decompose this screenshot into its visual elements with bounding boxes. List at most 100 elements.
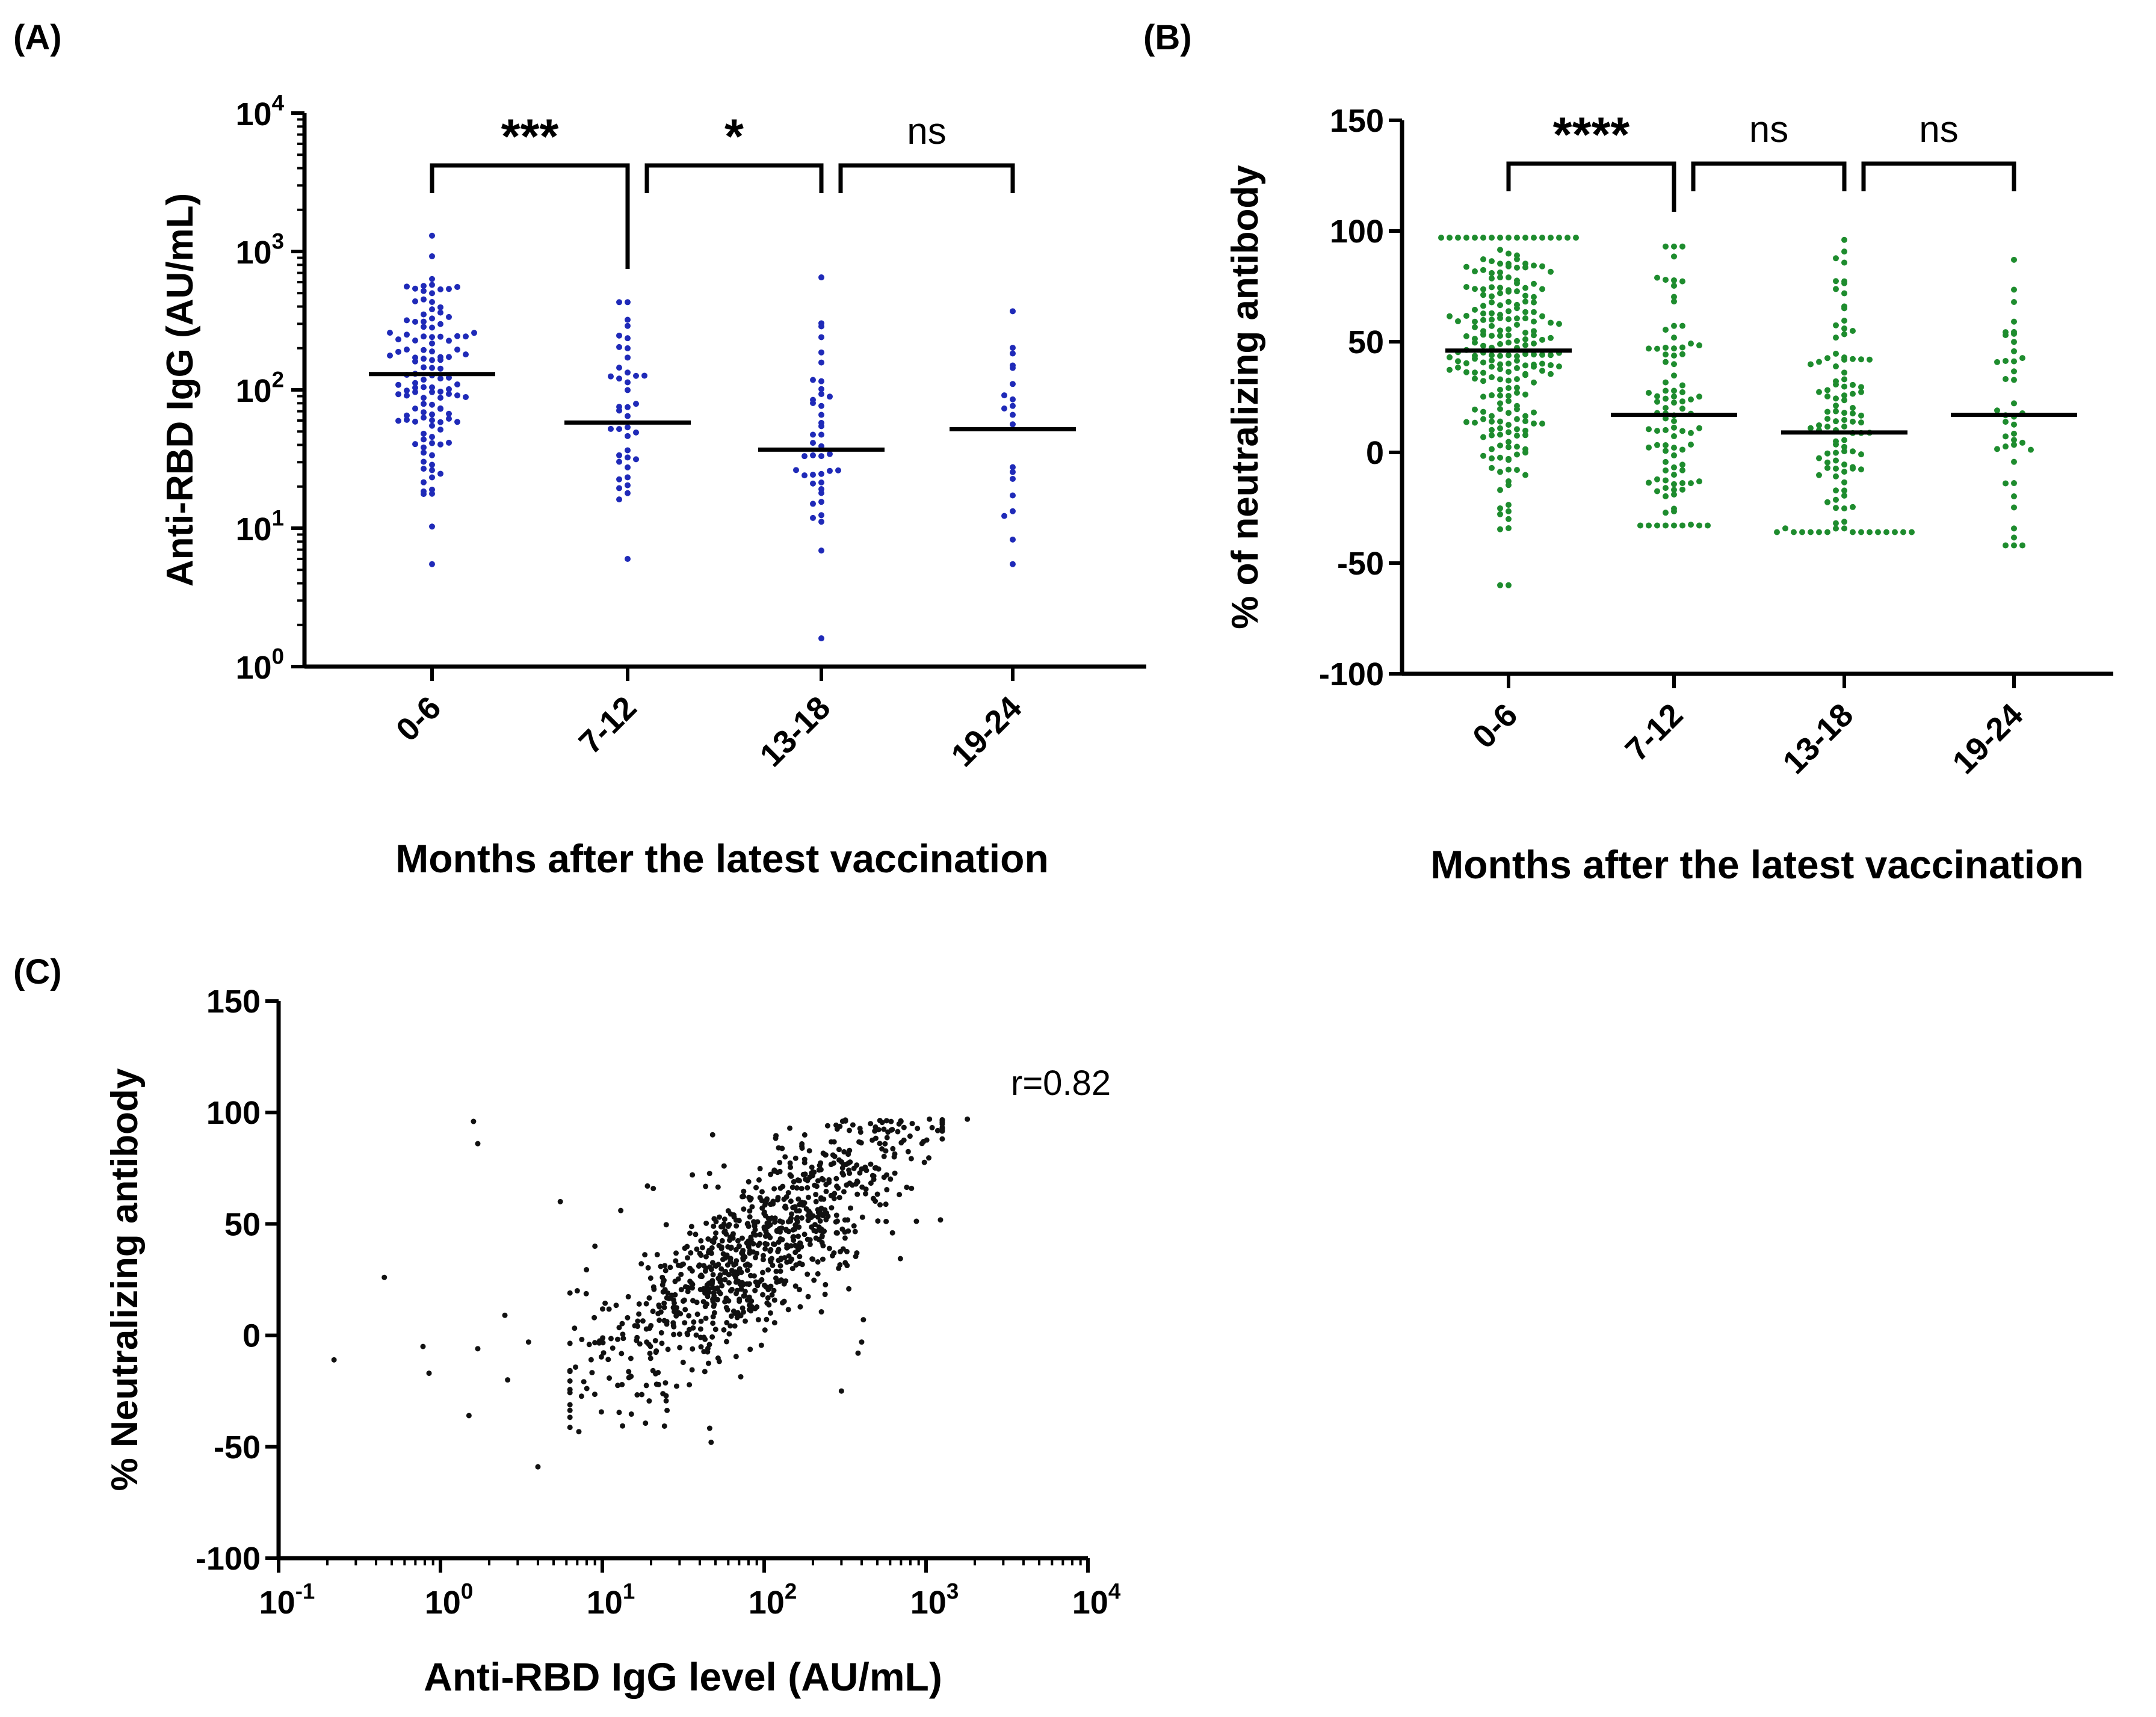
data-point (805, 1212, 811, 1218)
data-point (1833, 286, 1839, 292)
data-point (1671, 345, 1677, 352)
data-point (429, 315, 435, 322)
data-point (711, 1303, 717, 1309)
data-point (626, 1369, 632, 1375)
data-point (870, 1137, 876, 1143)
data-point (1010, 492, 1016, 499)
data-point (1663, 467, 1669, 473)
data-point (1514, 301, 1520, 308)
data-point (807, 1241, 813, 1247)
data-point (2011, 534, 2017, 541)
data-point (1808, 425, 1814, 431)
significance-bracket (1506, 161, 1676, 212)
data-point (733, 1274, 739, 1280)
data-point (836, 1147, 842, 1153)
data-point (1833, 418, 1839, 425)
data-point (572, 1364, 578, 1370)
data-point (1480, 452, 1486, 459)
data-point (810, 501, 816, 507)
data-point (625, 379, 631, 386)
data-point (1506, 274, 1512, 281)
data-point (744, 1261, 750, 1267)
x-tick-label-exp: -1 (295, 1579, 315, 1604)
data-point (1506, 352, 1512, 359)
data-point (711, 1310, 717, 1316)
data-point (791, 1179, 797, 1185)
data-point (1824, 450, 1830, 457)
data-point (1833, 378, 1839, 384)
data-point (1654, 398, 1660, 405)
data-point (1671, 472, 1677, 478)
data-point (429, 440, 435, 446)
data-point (859, 1184, 865, 1190)
data-point (1808, 529, 1814, 535)
data-point (795, 1177, 801, 1183)
data-point (1010, 412, 1016, 418)
data-point (1671, 424, 1677, 431)
data-point (1514, 353, 1520, 360)
data-point (1833, 402, 1839, 409)
data-point (719, 1283, 725, 1289)
data-point (726, 1280, 732, 1286)
data-point (818, 453, 824, 460)
data-point (752, 1254, 758, 1260)
data-point (820, 1243, 826, 1249)
data-point (818, 1167, 824, 1173)
chart-b: -100 -50 0 50 100 150 0-6 7-12 13-18 19-24 **** ns n… (1225, 103, 2113, 887)
data-point (670, 1297, 676, 1303)
data-point (694, 1246, 700, 1252)
data-point (846, 1127, 852, 1133)
data-point (421, 436, 427, 443)
data-point (1480, 369, 1486, 376)
data-point (810, 1256, 816, 1262)
data-point (664, 1407, 670, 1413)
data-point (737, 1296, 743, 1302)
data-point (856, 1139, 862, 1145)
data-point (897, 1192, 903, 1198)
data-point (1679, 522, 1685, 529)
data-point (1833, 278, 1839, 285)
data-point (1514, 338, 1520, 344)
data-point (1654, 345, 1660, 352)
data-point (650, 1309, 656, 1315)
data-point (717, 1290, 723, 1296)
data-point (1646, 389, 1652, 396)
significance-label: ns (1919, 109, 1958, 150)
data-point (429, 232, 435, 239)
data-point (771, 1320, 777, 1326)
y-tick-label: -50 (214, 1429, 261, 1466)
data-point (740, 1257, 746, 1263)
data-point (1539, 263, 1545, 270)
data-point (701, 1349, 707, 1355)
data-point (1663, 522, 1669, 529)
data-point (1514, 365, 1520, 371)
data-point (1646, 444, 1652, 451)
data-point (463, 333, 469, 340)
data-point (826, 1177, 832, 1183)
data-point (884, 1135, 890, 1141)
data-point (702, 1369, 708, 1375)
data-point (888, 1118, 894, 1124)
data-point (616, 299, 622, 306)
data-point (1841, 525, 1847, 532)
data-point (753, 1279, 759, 1285)
data-point (1522, 427, 1528, 434)
x-tick-label: 102 (749, 1579, 797, 1621)
data-point (892, 1170, 898, 1176)
data-point (437, 427, 443, 433)
data-point (583, 1290, 589, 1296)
data-point (625, 482, 631, 489)
data-point (730, 1235, 736, 1241)
data-point (818, 359, 824, 366)
data-point (663, 1398, 669, 1404)
data-point (662, 1263, 668, 1269)
data-point (889, 1230, 895, 1236)
data-point (841, 1189, 847, 1195)
data-point (1679, 344, 1685, 351)
data-point (726, 1331, 732, 1337)
data-point (1841, 423, 1847, 430)
data-point (1841, 318, 1847, 324)
data-point (885, 1129, 891, 1135)
data-point (810, 377, 816, 383)
data-point (1679, 467, 1685, 473)
